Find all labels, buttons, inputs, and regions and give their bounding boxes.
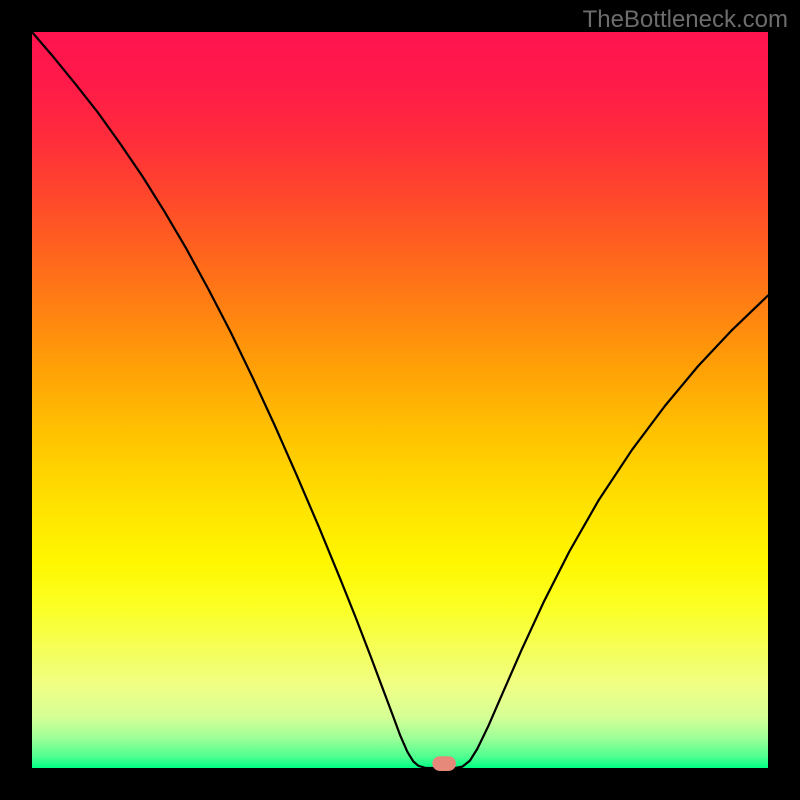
bottleneck-chart xyxy=(0,0,800,800)
chart-frame: TheBottleneck.com xyxy=(0,0,800,800)
plot-background xyxy=(32,32,768,768)
optimal-marker xyxy=(432,756,456,771)
